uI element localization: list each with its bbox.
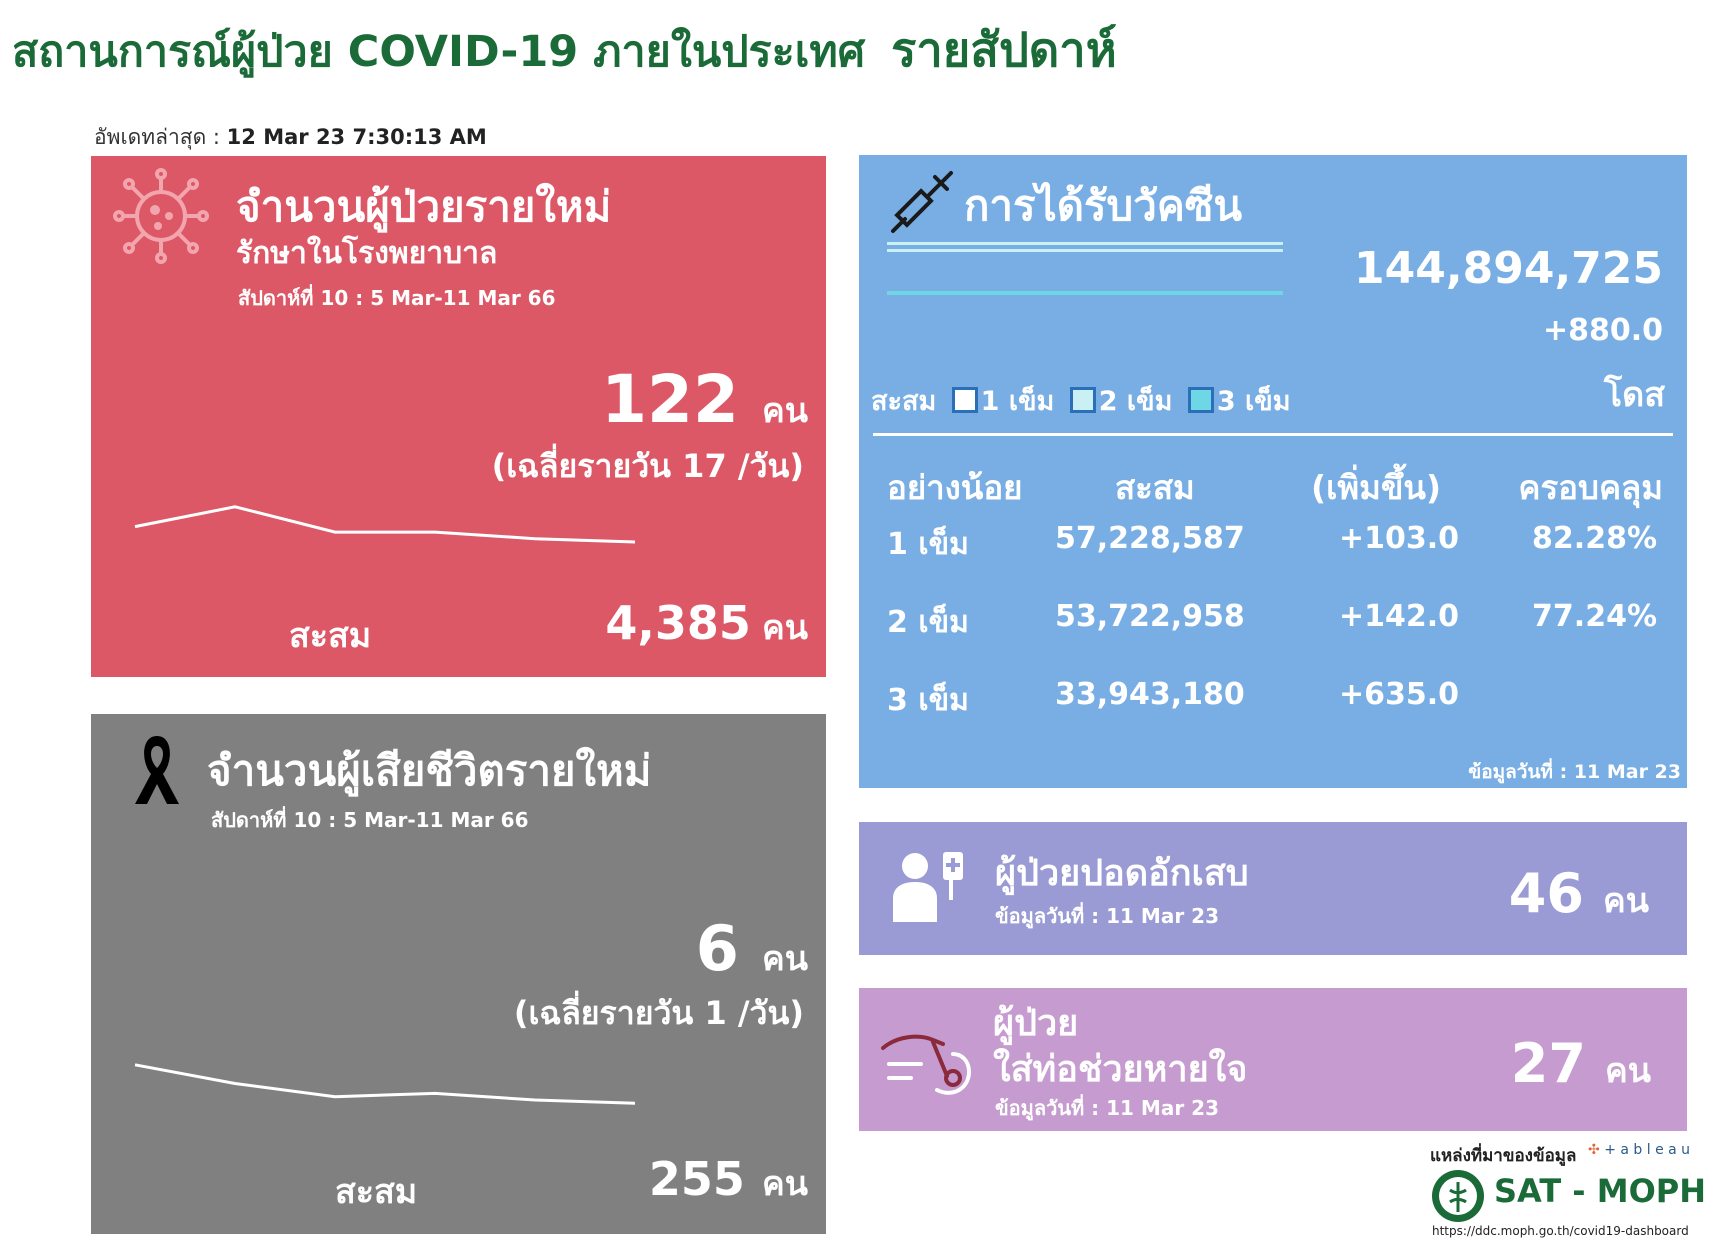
- vaccine-row3-cumulative: 33,943,180: [1055, 677, 1245, 712]
- legend-dose3: 3 เข็ม: [1216, 386, 1291, 417]
- vaccine-row1-dose: 1 เข็ม: [887, 527, 969, 562]
- new-deaths-week: สัปดาห์ที่ 10 : 5 Mar-11 Mar 66: [211, 808, 529, 832]
- new-deaths-unit: คน: [762, 939, 808, 979]
- new-cases-cumulative-row: 4,385 คน: [605, 596, 808, 654]
- ventilator-count: 27: [1510, 1032, 1586, 1095]
- vaccine-header-at-least: อย่างน้อย: [887, 468, 1023, 507]
- new-cases-subtitle: รักษาในโรงพยาบาล: [236, 236, 498, 271]
- tableau-logo: ✣ + a b l e a u: [1588, 1142, 1690, 1158]
- vaccine-row2-coverage: 77.24%: [1532, 599, 1657, 634]
- new-cases-trend-line: [134, 505, 636, 544]
- vaccine-header-cumulative: สะสม: [1115, 468, 1195, 507]
- sat-moph-label: SAT - MOPH: [1494, 1172, 1706, 1210]
- vaccination-total-doses: 144,894,725: [1354, 243, 1663, 294]
- page-title-weekly: รายสัปดาห์: [891, 23, 1117, 78]
- vaccine-row1-cumulative: 57,228,587: [1055, 521, 1245, 556]
- virus-icon: [113, 168, 209, 264]
- new-deaths-cumulative-label: สะสม: [335, 1172, 418, 1212]
- black-ribbon-icon: [135, 736, 179, 804]
- pneumonia-panel: ผู้ป่วยปอดอักเสบ ข้อมูลวันที่ : 11 Mar 2…: [859, 822, 1687, 955]
- new-cases-panel: จำนวนผู้ป่วยรายใหม่ รักษาในโรงพยาบาล สัป…: [91, 156, 826, 677]
- legend-dose2: 2 เข็ม: [1098, 386, 1173, 417]
- last-updated-label: อัพเดทล่าสุด :: [94, 125, 220, 149]
- vaccine-row2-increase: +142.0: [1339, 599, 1460, 634]
- vaccine-header-coverage: ครอบคลุม: [1518, 468, 1663, 507]
- new-cases-cumulative-label: สะสม: [289, 616, 372, 656]
- vaccine-header-increase: (เพิ่มขึ้น): [1311, 468, 1442, 507]
- new-cases-daily-avg: (เฉลี่ยรายวัน 17 /วัน): [491, 447, 804, 485]
- new-deaths-count-row: 6 คน: [696, 912, 808, 985]
- new-cases-count: 122: [601, 361, 739, 438]
- legend-swatch-dose1: [951, 387, 978, 413]
- vaccination-unit: โดส: [1603, 375, 1665, 415]
- vaccine-row3-dose: 3 เข็ม: [887, 683, 969, 718]
- vaccine-dose3-bar: [887, 291, 1283, 295]
- vaccination-date: ข้อมูลวันที่ : 11 Mar 23: [1468, 761, 1681, 783]
- new-deaths-trend-line: [134, 1063, 636, 1105]
- vaccine-row1-increase: +103.0: [1339, 521, 1460, 556]
- ventilator-unit: คน: [1605, 1051, 1651, 1091]
- legend-dose1: 1 เข็ม: [980, 386, 1055, 417]
- vaccination-title: การได้รับวัคซีน: [964, 181, 1243, 230]
- new-cases-cumulative-value: 4,385: [605, 596, 751, 650]
- new-cases-trend-chart: [134, 505, 636, 544]
- vaccine-row1-coverage: 82.28%: [1532, 521, 1657, 556]
- last-updated-value: 12 Mar 23 7:30:13 AM: [226, 125, 487, 149]
- data-source-label: แหล่งที่มาของข้อมูล: [1430, 1146, 1577, 1166]
- legend-swatch-dose3: [1187, 387, 1214, 413]
- vaccine-dose2-bar: [887, 249, 1283, 252]
- ventilator-count-row: 27 คน: [1511, 1032, 1651, 1097]
- vaccine-row2-cumulative: 53,722,958: [1055, 599, 1245, 634]
- new-cases-count-row: 122 คน: [601, 361, 808, 438]
- ventilator-date: ข้อมูลวันที่ : 11 Mar 23: [995, 1096, 1219, 1120]
- page-title: สถานการณ์ผู้ป่วย COVID-19 ภายในประเทศ ราย…: [12, 12, 1412, 78]
- ventilator-title-line2: ใส่ท่อช่วยหายใจ: [993, 1049, 1248, 1090]
- new-deaths-cumulative-row: 255 คน: [649, 1152, 808, 1210]
- pneumonia-unit: คน: [1603, 881, 1649, 921]
- new-deaths-cumulative-unit: คน: [762, 1164, 808, 1204]
- vaccination-divider: [873, 433, 1673, 436]
- pneumonia-count-row: 46 คน: [1509, 862, 1649, 927]
- syringe-icon: [891, 171, 953, 233]
- new-deaths-trend-chart: [134, 1063, 636, 1105]
- ventilator-title-line1: ผู้ป่วย: [993, 1003, 1079, 1044]
- new-cases-title: จำนวนผู้ป่วยรายใหม่: [236, 182, 612, 231]
- new-deaths-cumulative-value: 255: [648, 1152, 745, 1206]
- ventilator-tube-icon: [881, 1034, 972, 1095]
- tableau-plus-icon: ✣: [1588, 1142, 1600, 1158]
- ventilator-panel: ผู้ป่วย ใส่ท่อช่วยหายใจ ข้อมูลวันที่ : 1…: [859, 988, 1687, 1131]
- new-cases-unit: คน: [762, 391, 808, 431]
- vaccination-legend: สะสม 1 เข็ม 2 เข็ม 3 เข็ม: [871, 379, 1291, 422]
- vaccine-row2-dose: 2 เข็ม: [887, 605, 969, 640]
- pneumonia-title: ผู้ป่วยปอดอักเสบ: [995, 853, 1249, 894]
- patient-iv-icon: [893, 852, 963, 922]
- vaccination-panel: การได้รับวัคซีน 144,894,725 +880.0 โดส ส…: [859, 155, 1687, 788]
- vaccination-total-increase: +880.0: [1542, 313, 1663, 348]
- legend-label: สะสม: [871, 386, 937, 417]
- last-updated: อัพเดทล่าสุด : 12 Mar 23 7:30:13 AM: [94, 121, 487, 154]
- pneumonia-count: 46: [1508, 862, 1584, 925]
- new-deaths-title: จำนวนผู้เสียชีวิตรายใหม่: [207, 746, 652, 795]
- new-deaths-count: 6: [695, 912, 739, 985]
- new-cases-week: สัปดาห์ที่ 10 : 5 Mar-11 Mar 66: [238, 286, 556, 310]
- new-cases-cumulative-unit: คน: [762, 608, 808, 648]
- vaccine-row3-increase: +635.0: [1339, 677, 1460, 712]
- legend-swatch-dose2: [1069, 387, 1096, 413]
- tableau-wordmark: + a b l e a u: [1604, 1142, 1691, 1158]
- new-deaths-panel: จำนวนผู้เสียชีวิตรายใหม่ สัปดาห์ที่ 10 :…: [91, 714, 826, 1234]
- data-source-url[interactable]: https://ddc.moph.go.th/covid19-dashboard: [1432, 1224, 1689, 1238]
- moph-seal-icon: [1432, 1170, 1484, 1222]
- page-title-main: สถานการณ์ผู้ป่วย COVID-19 ภายในประเทศ: [12, 27, 866, 77]
- pneumonia-date: ข้อมูลวันที่ : 11 Mar 23: [995, 904, 1219, 928]
- data-source: แหล่งที่มาของข้อมูล ✣ + a b l e a u SAT …: [1420, 1136, 1720, 1243]
- new-deaths-daily-avg: (เฉลี่ยรายวัน 1 /วัน): [513, 994, 804, 1032]
- vaccine-dose1-bar: [887, 242, 1283, 245]
